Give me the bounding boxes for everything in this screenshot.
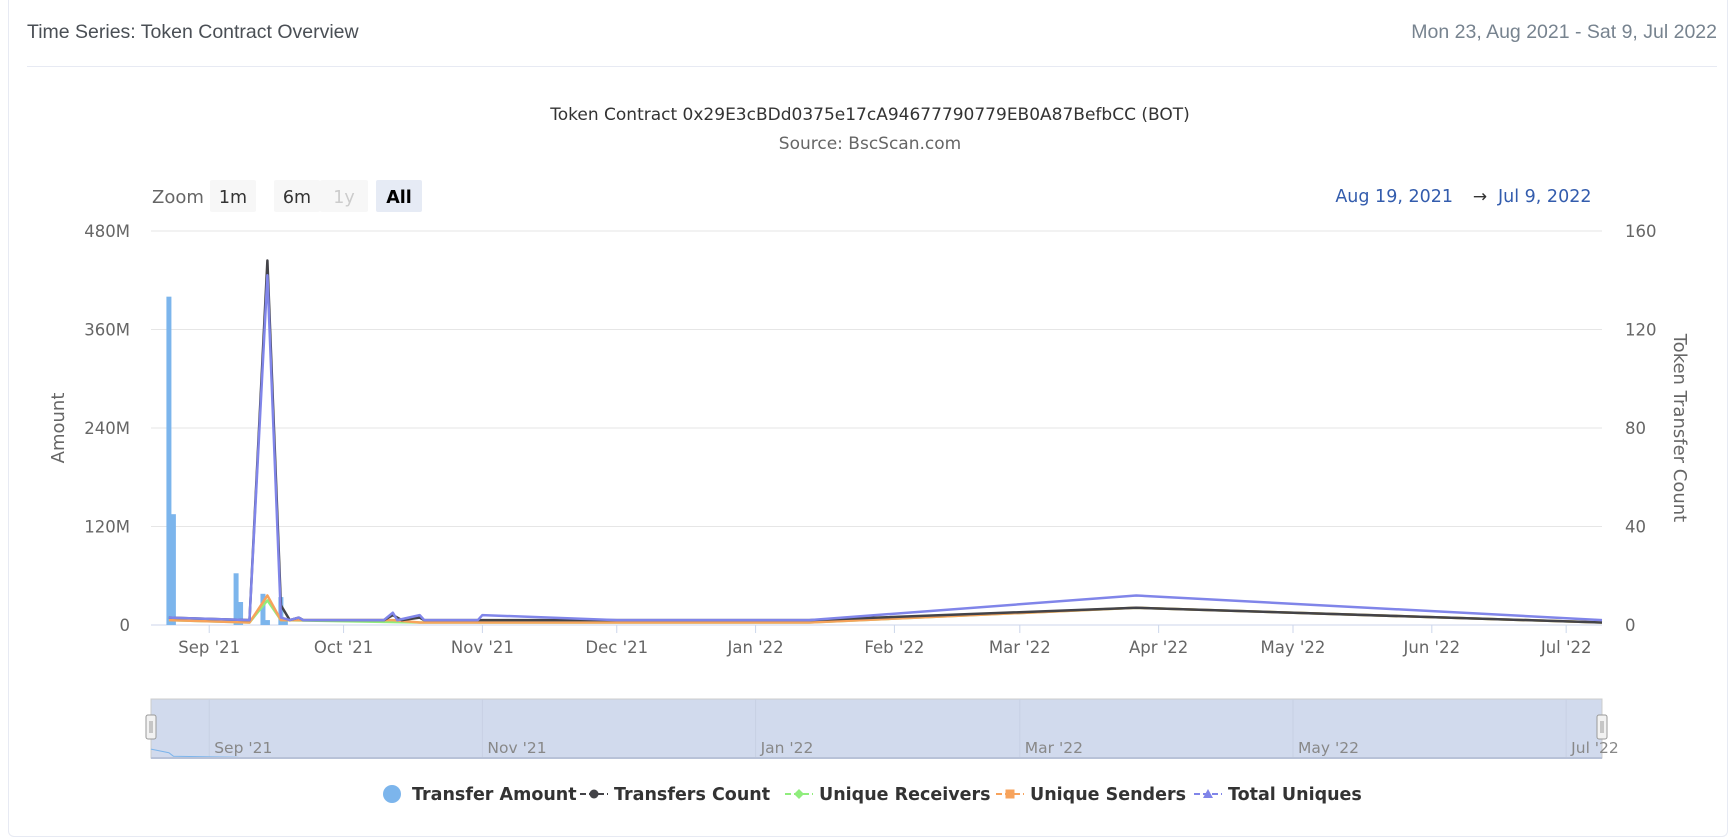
zoom-label: Zoom <box>152 187 204 208</box>
x-tick-label: Dec '21 <box>585 638 648 657</box>
x-tick-label: May '22 <box>1261 638 1326 657</box>
card-header: Time Series: Token Contract Overview Mon… <box>27 0 1717 67</box>
zoom-button-All[interactable]: All <box>376 180 422 212</box>
legend-marker <box>1005 789 1015 799</box>
transfer-amount-bar[interactable] <box>233 573 239 625</box>
transfer-amount-bar[interactable] <box>170 514 176 625</box>
transfer-amount-bar[interactable] <box>260 593 266 625</box>
y-right-tick-label: 160 <box>1625 222 1657 241</box>
navigator-tick-label: Nov '21 <box>487 739 546 757</box>
transfer-amount-bar[interactable] <box>238 602 244 625</box>
navigator-tick-label: Jan '22 <box>760 739 814 757</box>
navigator-tick-label: Jul '22 <box>1570 739 1619 757</box>
y-axis-right-title: Token Transfer Count <box>1669 333 1690 523</box>
x-tick-label: Mar '22 <box>989 638 1051 657</box>
zoom-button-label: 6m <box>283 188 311 208</box>
transfer-amount-bar[interactable] <box>166 296 172 625</box>
x-tick-label: Sep '21 <box>178 638 240 657</box>
transfer-amount-bar[interactable] <box>282 618 288 625</box>
y-right-tick-label: 120 <box>1625 321 1657 340</box>
card-date-range: Mon 23, Aug 2021 - Sat 9, Jul 2022 <box>1411 21 1717 43</box>
series-line-transfers-count[interactable] <box>168 259 1603 624</box>
y-axis-left-title: Amount <box>48 393 69 464</box>
legend-label: Total Uniques <box>1228 785 1362 805</box>
x-tick-label: Jul '22 <box>1540 638 1592 657</box>
navigator-background <box>150 698 1603 759</box>
zoom-button-6m[interactable]: 6m <box>274 180 320 212</box>
navigator[interactable]: Sep '21 Nov '21 Jan '22 Mar '22 May '22 Jul '… <box>145 698 1619 759</box>
legend-label: Unique Receivers <box>819 785 991 805</box>
chart-subtitle: Source: BscScan.com <box>779 134 961 154</box>
x-tick-label: Nov '21 <box>451 638 514 657</box>
y-right-tick-label: 0 <box>1625 616 1636 635</box>
navigator-handle-left[interactable] <box>145 714 157 740</box>
y-left-tick-label: 360M <box>84 321 130 340</box>
y-left-tick-label: 240M <box>84 419 130 438</box>
chart-title: Token Contract 0x29E3cBDd0375e17cA946777… <box>549 105 1189 125</box>
legend-label: Unique Senders <box>1030 785 1186 805</box>
legend-label: Transfers Count <box>614 785 770 805</box>
transfer-amount-bar[interactable] <box>264 620 270 625</box>
navigator-tick-label: Sep '21 <box>214 739 272 757</box>
x-tick-label: Apr '22 <box>1129 638 1188 657</box>
legend-marker <box>1203 789 1213 798</box>
zoom-controls: Zoom <box>152 187 204 208</box>
navigator-tick-label: May '22 <box>1298 739 1359 757</box>
zoom-button-label: 1m <box>219 188 247 208</box>
legend-marker <box>589 789 599 799</box>
series-line-total-uniques[interactable] <box>168 274 1603 622</box>
y-left-tick-label: 0 <box>120 616 131 635</box>
chart-card: Time Series: Token Contract Overview Mon… <box>8 0 1728 837</box>
range-display: Aug 19, 2021 → Jul 9, 2022 <box>1335 187 1591 207</box>
legend-item-unique-receivers[interactable]: Unique Receivers <box>785 785 991 805</box>
legend-item-total-uniques[interactable]: Total Uniques <box>1194 785 1362 805</box>
x-tick-label: Jan '22 <box>726 638 783 657</box>
card-title: Time Series: Token Contract Overview <box>27 21 359 43</box>
zoom-button-1y[interactable]: 1y <box>320 180 368 212</box>
y-left-tick-label: 120M <box>84 518 130 537</box>
navigator-handle-right[interactable] <box>1596 714 1608 740</box>
x-tick-label: Jun '22 <box>1403 638 1461 657</box>
legend-item-transfers-count[interactable]: Transfers Count <box>580 785 770 805</box>
navigator-tick-label: Mar '22 <box>1025 739 1083 757</box>
range-arrow: → <box>1473 187 1487 207</box>
x-tick-label: Feb '22 <box>864 638 924 657</box>
x-tick-label: Oct '21 <box>314 638 373 657</box>
range-to-date[interactable]: Jul 9, 2022 <box>1497 187 1591 207</box>
y-right-tick-label: 40 <box>1625 518 1646 537</box>
legend-item-transfer-amount[interactable]: Transfer Amount <box>383 785 577 805</box>
range-from-date[interactable]: Aug 19, 2021 <box>1335 187 1453 207</box>
y-left-tick-label: 480M <box>84 222 130 241</box>
legend-label: Transfer Amount <box>412 785 577 805</box>
legend-marker <box>794 789 804 799</box>
zoom-button-1m[interactable]: 1m <box>210 180 256 212</box>
y-right-tick-label: 80 <box>1625 419 1646 438</box>
zoom-button-label: All <box>386 188 412 208</box>
legend-item-unique-senders[interactable]: Unique Senders <box>996 785 1186 805</box>
legend-symbol <box>383 785 401 803</box>
zoom-button-label: 1y <box>333 188 355 208</box>
